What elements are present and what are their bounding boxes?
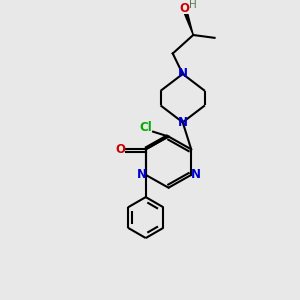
Text: N: N xyxy=(178,116,188,129)
Text: Cl: Cl xyxy=(140,122,152,134)
Text: N: N xyxy=(190,168,200,182)
Text: N: N xyxy=(178,67,188,80)
Text: O: O xyxy=(116,143,126,156)
Text: N: N xyxy=(136,168,146,182)
Text: O: O xyxy=(180,2,190,15)
Text: H: H xyxy=(189,0,197,10)
Polygon shape xyxy=(184,13,193,35)
